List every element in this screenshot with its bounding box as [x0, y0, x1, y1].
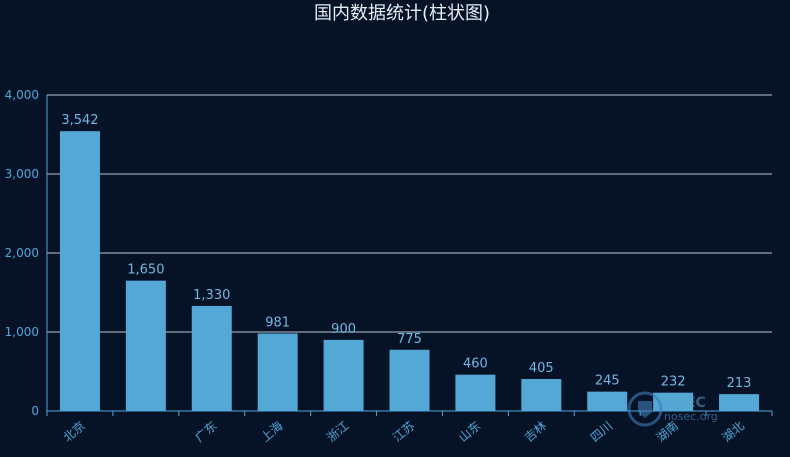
x-tick-label: 广东: [192, 419, 219, 445]
data-label: 3,542: [61, 113, 98, 128]
bar[interactable]: [521, 379, 562, 411]
bar[interactable]: [719, 394, 760, 411]
data-label: 900: [331, 322, 356, 337]
x-tick-label: 山东: [456, 419, 483, 445]
chart-title: 国内数据统计(柱状图): [314, 3, 490, 24]
x-tick-label: 四川: [588, 419, 615, 445]
watermark-circle-icon: [627, 391, 663, 427]
bar[interactable]: [455, 374, 496, 411]
y-tick-label: 3,000: [5, 167, 39, 181]
bar[interactable]: [323, 339, 364, 411]
bars: [59, 131, 760, 411]
y-tick-label: 4,000: [5, 88, 39, 102]
y-tick-label: 0: [31, 404, 39, 418]
watermark-logo: OSEC nosec.org: [627, 391, 718, 427]
x-tick-label: 北京: [60, 419, 87, 445]
grid-lines: [47, 94, 772, 333]
data-label: 981: [265, 316, 290, 331]
data-label: 405: [529, 361, 554, 376]
axes: 01,0002,0003,0004,000北京 广东 上海 浙江 江苏 山东 吉林 四川 湖南湖…: [5, 88, 773, 445]
data-labels: 3,542 1,650 1,330 981 900 775 460 405 245 232 213: [61, 113, 751, 391]
watermark-site: nosec.org: [664, 410, 718, 423]
x-tick-label: 吉林: [522, 419, 549, 445]
bar[interactable]: [587, 391, 628, 411]
data-label: 213: [727, 376, 752, 391]
data-label: 775: [397, 332, 422, 347]
data-label: 245: [595, 374, 620, 389]
watermark-brand: OSEC: [664, 395, 706, 411]
x-tick-label: 上海: [258, 418, 286, 445]
data-label: 1,330: [193, 288, 230, 303]
data-label: 232: [661, 375, 686, 390]
bar[interactable]: [653, 392, 694, 411]
bar[interactable]: [389, 349, 430, 411]
shield-icon: [638, 401, 652, 418]
y-tick-label: 2,000: [5, 246, 39, 260]
data-label: 1,650: [127, 263, 164, 278]
x-tick-label: 浙江: [324, 419, 351, 445]
data-label: 460: [463, 357, 488, 372]
bar[interactable]: [191, 305, 232, 411]
x-tick-label: 江苏: [390, 419, 417, 445]
bar[interactable]: [257, 333, 298, 411]
x-tick-label: 湖北: [719, 418, 747, 445]
bar[interactable]: [125, 280, 166, 411]
bar[interactable]: [59, 131, 100, 411]
y-tick-label: 1,000: [5, 325, 39, 339]
